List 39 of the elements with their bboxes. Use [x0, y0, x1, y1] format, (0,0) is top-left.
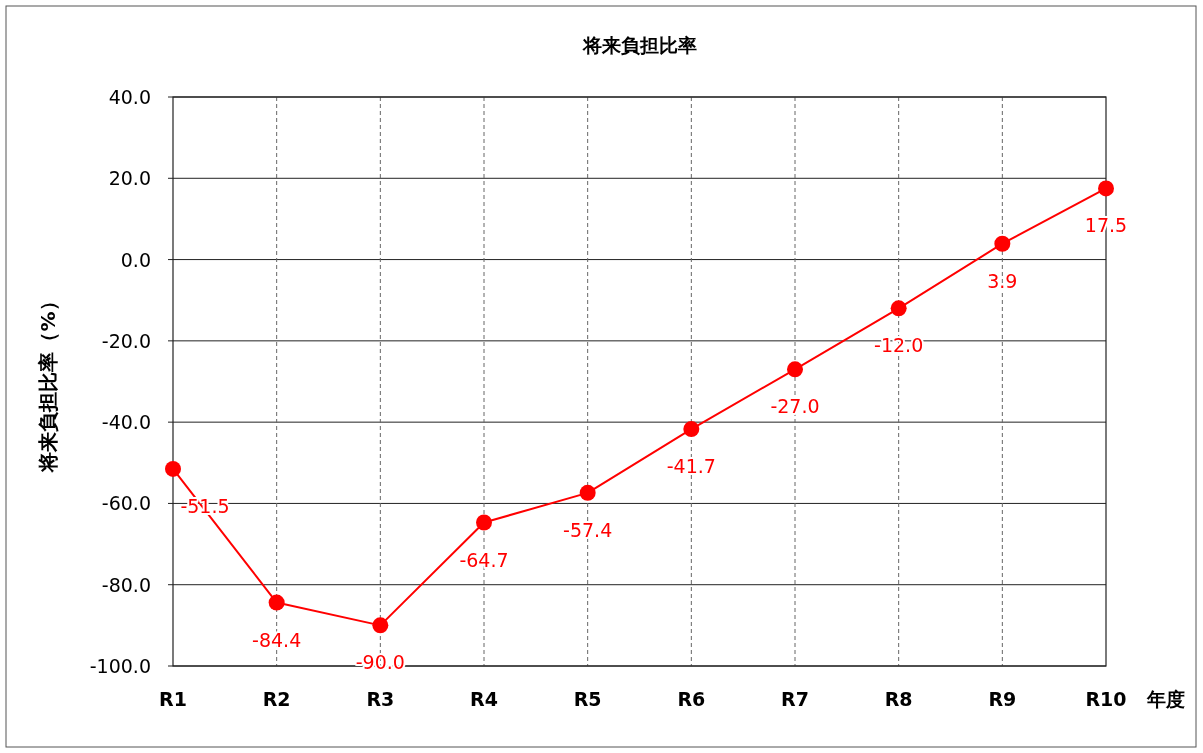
data-label: -84.4 [252, 628, 302, 651]
y-tick-label: -80.0 [101, 573, 151, 596]
x-tick-label: R4 [470, 688, 498, 710]
data-label: -41.7 [666, 455, 716, 478]
x-tick-label: R6 [677, 688, 706, 710]
y-tick-label: -40.0 [101, 411, 151, 434]
x-tick-label: R10 [1085, 688, 1127, 710]
point [476, 514, 492, 531]
point [579, 484, 596, 501]
data-label: 17.5 [1084, 214, 1128, 237]
point [890, 300, 907, 317]
x-tick-label: R9 [988, 688, 1017, 710]
y-tick-label: -20.0 [101, 329, 151, 352]
chart-title: 将来負担比率 [581, 34, 697, 56]
data-label: -27.0 [770, 395, 820, 418]
x-tick-label: R7 [781, 688, 809, 710]
y-tick-label: -100.0 [89, 655, 151, 677]
y-axis-title: 将来負担比率（%） [36, 291, 60, 473]
x-tick-label: R5 [573, 688, 602, 710]
x-tick-label: R3 [366, 688, 395, 710]
data-label: 3.9 [987, 269, 1018, 292]
point [1098, 180, 1114, 197]
y-tick-label: 40.0 [108, 86, 151, 108]
point [683, 421, 700, 438]
x-tick-label: R8 [884, 688, 913, 710]
point [165, 460, 181, 477]
y-tick-label: 20.0 [108, 167, 151, 190]
point [994, 235, 1011, 252]
point [787, 361, 803, 378]
data-label: -64.7 [459, 548, 509, 571]
x-tick-label: R1 [159, 688, 187, 710]
x-tick-label: R2 [262, 688, 291, 710]
point [372, 617, 389, 634]
data-label: -12.0 [874, 334, 924, 357]
data-label: -57.4 [563, 518, 613, 541]
y-tick-label: 0.0 [120, 248, 151, 271]
y-tick-label: -60.0 [101, 492, 151, 515]
point [268, 594, 285, 611]
x-axis-title: 年度 [1146, 688, 1185, 710]
